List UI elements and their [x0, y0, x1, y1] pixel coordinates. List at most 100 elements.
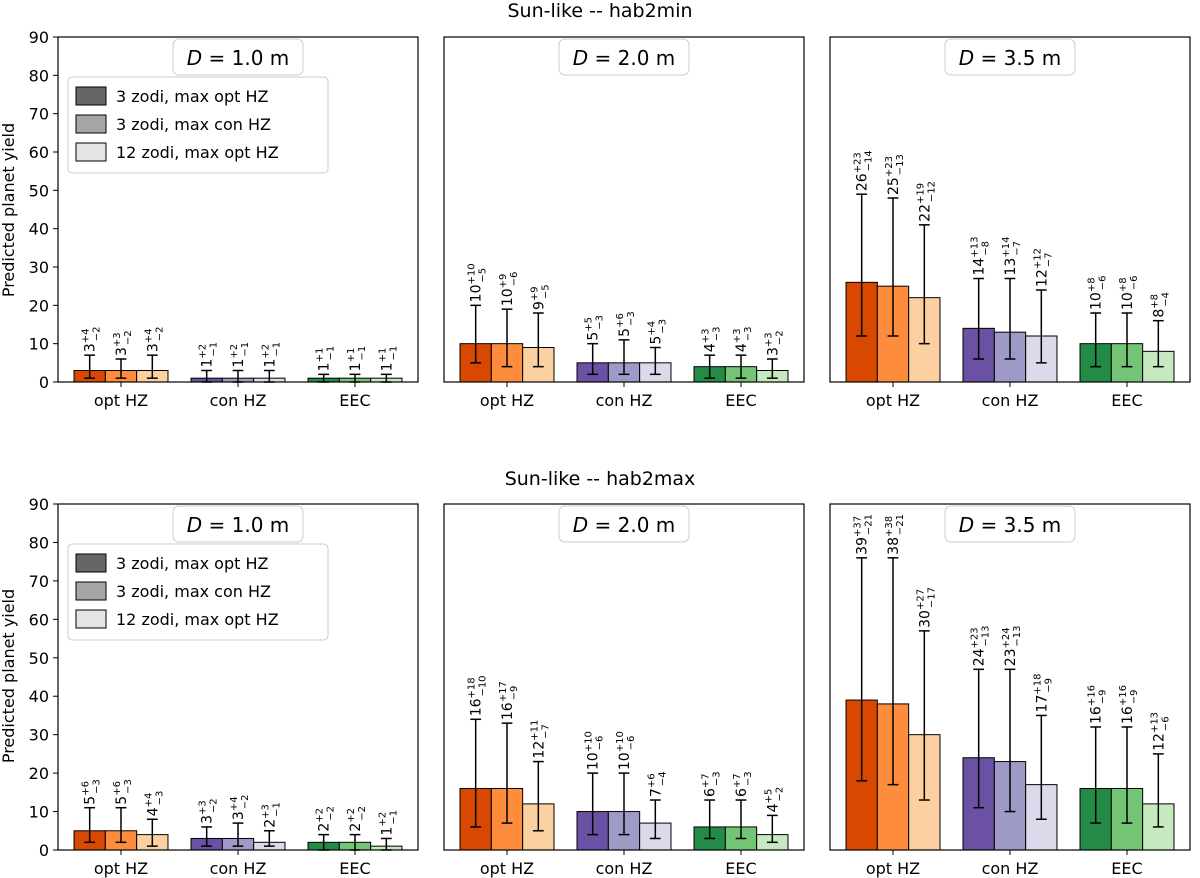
- value-label: 30+27−17: [915, 587, 937, 628]
- x-tick-label: opt HZ: [94, 859, 148, 878]
- x-tick-label: opt HZ: [480, 391, 534, 410]
- y-tick-label: 0: [39, 841, 49, 860]
- value-label: 4+5−2: [763, 787, 785, 813]
- value-label: 10+10−5: [467, 263, 489, 302]
- y-tick-label: 10: [29, 803, 49, 822]
- x-tick-label: con HZ: [596, 391, 653, 410]
- legend-label: 3 zodi, max con HZ: [116, 115, 271, 134]
- y-tick-label: 60: [29, 143, 49, 162]
- x-tick-label: EEC: [339, 859, 370, 878]
- y-tick-label: 20: [29, 764, 49, 783]
- row-title-hab2min: Sun-like -- hab2min: [507, 0, 692, 22]
- value-label: 10+8−6: [1087, 275, 1109, 310]
- panel-subtitle: D = 2.0 m: [573, 513, 676, 537]
- y-tick-label: 10: [29, 335, 49, 354]
- legend-label: 12 zodi, max opt HZ: [116, 610, 279, 629]
- legend-label: 12 zodi, max opt HZ: [116, 143, 279, 162]
- panel-subtitle: D = 3.5 m: [959, 513, 1062, 537]
- value-label: 16+17−9: [498, 681, 520, 720]
- y-tick-label: 90: [29, 495, 49, 514]
- value-label: 3+3−2: [198, 798, 220, 824]
- legend-box: [67, 543, 329, 641]
- x-tick-label: EEC: [339, 391, 370, 410]
- x-tick-label: con HZ: [210, 391, 267, 410]
- row-title-hab2max: Sun-like -- hab2max: [505, 468, 696, 490]
- value-label: 8+8−4: [1149, 292, 1171, 318]
- value-label: 10+10−6: [584, 731, 606, 770]
- subtitle-box: [944, 505, 1076, 543]
- x-tick-label: opt HZ: [866, 391, 920, 410]
- value-label: 16+16−9: [1087, 685, 1109, 724]
- y-tick-label: 90: [29, 28, 49, 47]
- value-label: 23+24−13: [1001, 625, 1023, 666]
- value-label: 6+7−3: [701, 771, 723, 797]
- legend-swatch: [75, 609, 107, 629]
- y-tick-label: 40: [29, 220, 49, 239]
- legend-swatch: [75, 86, 107, 106]
- subtitle-box: [172, 38, 304, 76]
- legend-label: 3 zodi, max con HZ: [116, 582, 271, 601]
- panel-subtitle: D = 3.5 m: [959, 46, 1062, 70]
- chart-panel-1-3: 26+23−14 25+23−13 22+19−12 opt HZ 14+13−8 13+…: [829, 36, 1191, 410]
- value-label: 5+6−3: [81, 779, 103, 805]
- value-label: 16+18−10: [467, 675, 489, 716]
- value-label: 1+1−1: [315, 346, 337, 372]
- y-tick-label: 0: [39, 373, 49, 392]
- value-label: 1+1−1: [377, 346, 399, 372]
- value-label: 3+3−2: [763, 330, 785, 356]
- value-label: 2+2−2: [346, 806, 368, 832]
- y-axis-label-bottom: Predicted planet yield: [0, 589, 18, 763]
- panel-subtitle: D = 1.0 m: [187, 46, 290, 70]
- panel-subtitle: D = 1.0 m: [187, 513, 290, 537]
- x-tick-label: con HZ: [210, 859, 267, 878]
- axes-frame: [57, 36, 419, 383]
- value-label: 9+9−5: [529, 284, 551, 310]
- value-label: 38+38−21: [884, 514, 906, 555]
- value-label: 3+3−2: [112, 330, 134, 356]
- value-label: 10+10−6: [615, 731, 637, 770]
- value-label: 5+6−3: [112, 779, 134, 805]
- x-tick-label: con HZ: [596, 859, 653, 878]
- y-tick-label: 50: [29, 649, 49, 668]
- value-label: 4+3−3: [732, 327, 754, 353]
- value-label: 17+18−9: [1032, 674, 1054, 713]
- legend-box: [67, 76, 329, 174]
- subtitle-box: [944, 38, 1076, 76]
- x-tick-label: opt HZ: [866, 859, 920, 878]
- x-tick-label: EEC: [725, 391, 756, 410]
- y-tick-label: 80: [29, 533, 49, 552]
- value-label: 5+4−3: [646, 319, 668, 345]
- subtitle-box: [172, 505, 304, 543]
- legend-swatch: [75, 581, 107, 601]
- x-tick-label: con HZ: [982, 859, 1039, 878]
- x-tick-label: EEC: [1111, 391, 1142, 410]
- value-label: 12+12−7: [1032, 248, 1054, 287]
- legend-swatch: [75, 114, 107, 134]
- x-tick-label: opt HZ: [94, 391, 148, 410]
- y-tick-label: 20: [29, 296, 49, 315]
- value-label: 1+1−1: [346, 346, 368, 372]
- value-label: 39+37−21: [853, 514, 875, 555]
- axes-frame: [443, 503, 805, 851]
- value-label: 3+4−2: [229, 794, 251, 820]
- value-label: 1+2−1: [260, 342, 282, 368]
- x-tick-label: opt HZ: [480, 859, 534, 878]
- x-tick-label: EEC: [725, 859, 756, 878]
- axes-frame: [443, 36, 805, 383]
- chart-panel-1-1: 0 10 20 30 40 50 60 70 80 90 3+4−2 3+3−2 3+4−2 opt HZ…: [29, 28, 419, 410]
- x-tick-label: EEC: [1111, 859, 1142, 878]
- axes-frame: [57, 503, 419, 851]
- axes-frame: [829, 503, 1191, 851]
- subtitle-box: [558, 505, 690, 543]
- y-tick-label: 80: [29, 66, 49, 85]
- value-label: 12+13−6: [1149, 712, 1171, 751]
- value-label: 25+23−13: [884, 154, 906, 195]
- value-label: 4+4−3: [143, 791, 165, 817]
- chart-panel-2-1: 0 10 20 30 40 50 60 70 80 90 5+6−3 5+6−3 4+4−3 opt HZ…: [29, 495, 419, 878]
- value-label: 16+16−9: [1118, 685, 1140, 724]
- value-label: 7+6−4: [646, 771, 668, 797]
- value-label: 4+3−3: [701, 327, 723, 353]
- value-label: 14+13−8: [970, 237, 992, 276]
- chart-panel-1-2: 10+10−5 10+9−6 9+9−5 opt HZ 5+5−3 5+6−3 5+4−3 c…: [443, 36, 805, 410]
- chart-panel-2-2: 16+18−10 16+17−9 12+11−7 opt HZ 10+10−6 10+10…: [443, 503, 805, 878]
